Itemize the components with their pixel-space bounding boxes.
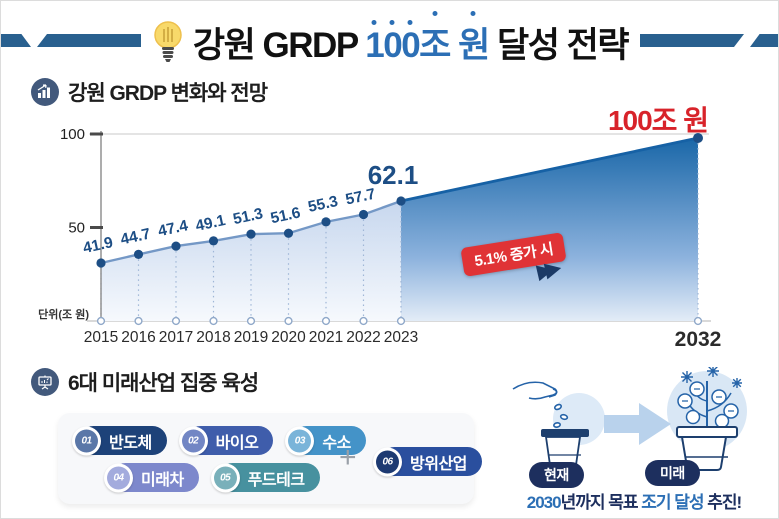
lightbulb-icon bbox=[154, 21, 182, 62]
svg-text:50: 50 bbox=[68, 220, 85, 237]
svg-text:2017: 2017 bbox=[159, 329, 193, 346]
future-label: 미래 bbox=[645, 460, 700, 486]
industries-row-2: 04 미래차 05 푸드테크 bbox=[104, 463, 320, 492]
industries-card: 01 반도체 02 바이오 03 수소 04 미래차 05 푸드테크 + 06 방위산업 bbox=[58, 413, 482, 504]
industries-extra: 06 방위산업 bbox=[373, 447, 482, 476]
plus-sign: + bbox=[339, 441, 357, 474]
industry-pill-number: 03 bbox=[288, 429, 312, 452]
svg-text:2023: 2023 bbox=[384, 329, 418, 346]
svg-text:2016: 2016 bbox=[121, 329, 155, 346]
title-decoration-left-bar bbox=[37, 34, 141, 47]
svg-text:47.4: 47.4 bbox=[157, 217, 190, 240]
industry-pill-label: 바이오 bbox=[215, 434, 259, 452]
svg-text:41.9: 41.9 bbox=[82, 234, 115, 257]
grdp-chart-svg: 100 50 단위(조 원) 41.9 44.7 47.4 49.1 51.3 51.6 55.3… bbox=[38, 105, 722, 351]
industry-pill-04: 04 미래차 bbox=[104, 463, 199, 492]
svg-text:49.1: 49.1 bbox=[194, 212, 227, 235]
industry-pill-badge: 02 bbox=[178, 426, 208, 455]
industry-pill-badge: 06 bbox=[373, 447, 402, 476]
section-chart-header: 강원 GRDP 변화와 전망 bbox=[31, 77, 268, 107]
title-highlight: 100조 원 bbox=[365, 25, 490, 66]
industry-pill-badge: 03 bbox=[285, 426, 315, 455]
svg-text:55.3: 55.3 bbox=[307, 193, 340, 216]
industry-pill-label: 방위산업 bbox=[410, 455, 467, 473]
now-label: 현재 bbox=[529, 462, 584, 488]
title-pre: 강원 GRDP bbox=[192, 25, 366, 65]
svg-text:100: 100 bbox=[60, 126, 85, 143]
title-decoration-left-small bbox=[1, 34, 31, 47]
industry-pill-number: 02 bbox=[181, 429, 205, 452]
svg-text:2015: 2015 bbox=[84, 329, 118, 346]
slogan-segment: 년까지 목표 bbox=[560, 493, 642, 512]
industry-pill-number: 01 bbox=[75, 429, 98, 452]
page-title: 강원 GRDP 100조 원 달성 전략 bbox=[192, 17, 630, 68]
hand-icon bbox=[512, 381, 569, 428]
title-highlight-char: 원 bbox=[458, 17, 490, 68]
industry-pill-badge: 05 bbox=[210, 463, 240, 492]
title-decoration-right-bar bbox=[640, 34, 744, 47]
industry-pill-number: 04 bbox=[107, 466, 130, 489]
slogan-segment: 조기 달성 bbox=[641, 493, 704, 512]
title-highlight-char: 0 bbox=[401, 25, 420, 65]
goal-slogan: 2030년까지 목표 조기 달성 추진! bbox=[499, 488, 769, 513]
title-highlight-char: 조 bbox=[419, 17, 451, 68]
section-industries-header: 6대 미래산업 집중 육성 bbox=[31, 367, 259, 397]
svg-text:2019: 2019 bbox=[234, 329, 268, 346]
svg-text:57.7: 57.7 bbox=[344, 186, 377, 209]
section-industries-title: 6대 미래산업 집중 육성 bbox=[68, 372, 259, 395]
industry-pill-label: 수소 bbox=[322, 434, 351, 452]
slogan-segment: 추진! bbox=[703, 493, 742, 512]
svg-text:2022: 2022 bbox=[346, 329, 380, 346]
industry-pill-number: 05 bbox=[213, 466, 237, 489]
svg-text:2032: 2032 bbox=[675, 328, 722, 351]
title-bar: 강원 GRDP 100조 원 달성 전략 bbox=[1, 15, 778, 69]
industry-pill-label: 반도체 bbox=[109, 434, 152, 452]
svg-text:2020: 2020 bbox=[271, 329, 306, 346]
industry-pill-02: 02 바이오 bbox=[178, 426, 274, 455]
svg-text:62.1: 62.1 bbox=[368, 160, 419, 190]
svg-text:100조 원: 100조 원 bbox=[608, 105, 708, 136]
title-highlight-char: 0 bbox=[383, 25, 402, 65]
title-post: 달성 전략 bbox=[488, 25, 630, 65]
industry-pill-01: 01 반도체 bbox=[72, 426, 167, 455]
svg-text:51.3: 51.3 bbox=[232, 205, 265, 228]
industries-row-1: 01 반도체 02 바이오 03 수소 bbox=[72, 426, 366, 455]
industry-pill-number: 06 bbox=[376, 450, 399, 473]
svg-text:2021: 2021 bbox=[309, 329, 343, 346]
seed-to-plant-illustration bbox=[512, 367, 747, 471]
industry-pill-05: 05 푸드테크 bbox=[210, 463, 320, 492]
arrow-icon bbox=[604, 403, 671, 445]
section-chart-title: 강원 GRDP 변화와 전망 bbox=[68, 82, 268, 105]
industry-pill-badge: 01 bbox=[72, 426, 101, 455]
slogan-segment: 2030 bbox=[526, 493, 562, 512]
industry-pill-03: 03 수소 bbox=[285, 426, 366, 455]
svg-text:2018: 2018 bbox=[196, 329, 230, 346]
industry-pill-label: 푸드테크 bbox=[247, 471, 305, 489]
grdp-chart: 100 50 단위(조 원) 41.9 44.7 47.4 49.1 51.3 51.6 55.3… bbox=[1, 101, 778, 366]
chart-icon bbox=[31, 78, 59, 106]
svg-text:단위(조 원): 단위(조 원) bbox=[38, 307, 89, 321]
title-highlight-char: 1 bbox=[365, 25, 384, 65]
presentation-board-icon bbox=[31, 368, 59, 396]
industry-pill-06: 06 방위산업 bbox=[373, 447, 482, 476]
svg-text:44.7: 44.7 bbox=[119, 226, 152, 249]
svg-text:51.6: 51.6 bbox=[269, 204, 302, 227]
title-highlight-char bbox=[450, 26, 458, 66]
industry-pill-label: 미래차 bbox=[141, 471, 184, 489]
industry-pill-badge: 04 bbox=[104, 463, 133, 492]
